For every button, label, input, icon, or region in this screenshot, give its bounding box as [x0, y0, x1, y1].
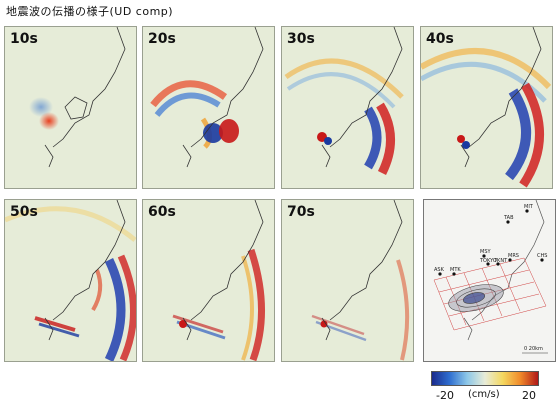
snapshot-panel-10s: 10s — [4, 26, 137, 189]
scale-bar-label: 0 20km — [524, 346, 543, 352]
fault-contours — [448, 284, 504, 312]
snapshot-panel-60s: 60s — [142, 199, 275, 362]
snapshot-panel-50s: 50s — [4, 199, 137, 362]
svg-text:TKNT: TKNT — [493, 258, 508, 264]
svg-text:ASK: ASK — [434, 267, 445, 273]
snapshot-panel-20s: 20s — [142, 26, 275, 189]
panel-label: 40s — [426, 31, 454, 47]
svg-text:MIT: MIT — [524, 204, 534, 210]
svg-text:MRS: MRS — [508, 253, 519, 259]
colorbar-max-label: 20 — [522, 389, 536, 402]
wave-field-50s — [5, 200, 136, 361]
svg-text:TAB: TAB — [503, 215, 514, 221]
colorbar-min-label: -20 — [436, 389, 454, 402]
svg-text:MTK: MTK — [450, 267, 461, 273]
snapshot-panel-30s: 30s — [281, 26, 414, 189]
wave-field-10s — [29, 27, 126, 168]
wave-field-60s — [172, 200, 266, 361]
panel-label: 30s — [287, 31, 315, 47]
svg-text:TOKYO: TOKYO — [479, 258, 497, 264]
wave-field-40s — [421, 27, 552, 188]
snapshot-panel-40s: 40s — [420, 26, 553, 189]
reference-map: MIT TAB MSY TOKYO TKNT MRS CHS ASK MTK 0… — [423, 199, 556, 362]
snapshot-panel-70s: 70s — [281, 199, 414, 362]
wave-field-20s — [150, 27, 264, 168]
panel-label: 10s — [10, 31, 38, 47]
colorbar-unit-label: (cm/s) — [468, 389, 500, 400]
figure-title: 地震波の伝播の様子(UD comp) — [6, 5, 174, 18]
panel-label: 20s — [148, 31, 176, 47]
station-map: MIT TAB MSY TOKYO TKNT MRS CHS ASK MTK 0… — [433, 200, 548, 354]
svg-text:MSY: MSY — [480, 249, 491, 255]
panel-label: 50s — [10, 204, 38, 220]
color-scale-bar — [431, 371, 539, 386]
wave-field-70s — [311, 200, 410, 361]
svg-text:CHS: CHS — [537, 253, 547, 259]
panel-label: 60s — [148, 204, 176, 220]
wave-field-30s — [284, 27, 404, 176]
station-markers: MIT TAB MSY TOKYO TKNT MRS CHS ASK MTK — [434, 204, 547, 276]
panel-label: 70s — [287, 204, 315, 220]
